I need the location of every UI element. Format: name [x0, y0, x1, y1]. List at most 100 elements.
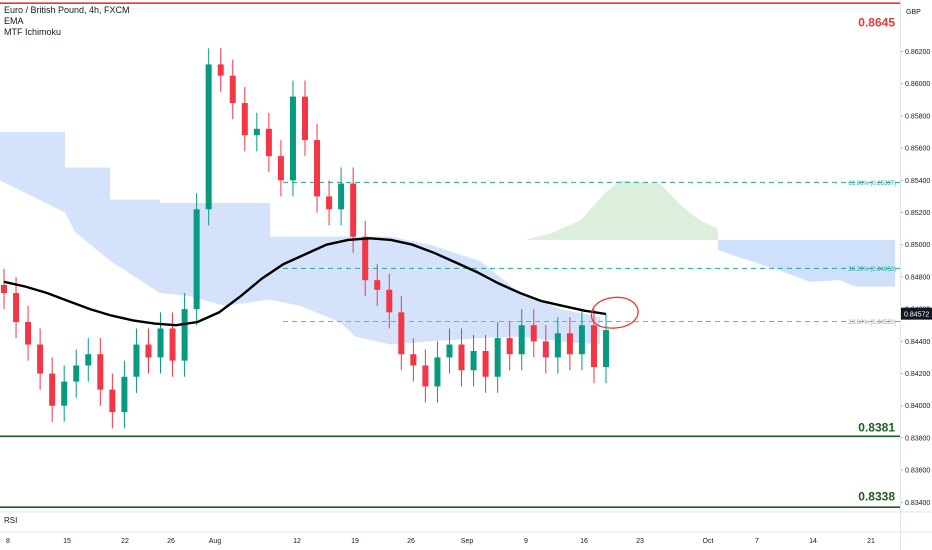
x-tick-label: 22 [121, 538, 129, 545]
y-tick-label: 0.85400 [905, 178, 930, 185]
candle-body [157, 328, 164, 358]
candle-body [603, 330, 609, 368]
candle-body [590, 325, 597, 368]
candle-body [566, 333, 573, 355]
x-tick-label: 16 [580, 538, 588, 545]
y-tick-label: 0.85600 [905, 146, 930, 153]
y-tick-label: 0.83400 [905, 500, 930, 507]
x-tick-label: 9 [524, 538, 528, 545]
ichimoku-cloud-future-bear [718, 239, 895, 287]
x-tick-label: Sep [461, 538, 474, 545]
support-2-label: 0.8338 [858, 490, 895, 504]
resistance-label: 0.8645 [858, 15, 895, 29]
candle-body [578, 325, 585, 355]
candle-body [205, 64, 212, 210]
currency-label: GBP [906, 9, 921, 16]
annotation-circle [590, 296, 639, 329]
symbol-title[interactable]: Euro / British Pound, 4h, FXCM [4, 5, 130, 15]
y-tick-label: 0.84800 [905, 274, 930, 281]
candle-body [49, 373, 56, 406]
candle-body [289, 96, 296, 181]
x-tick-label: 23 [636, 538, 644, 545]
candle-body [13, 293, 20, 323]
candle-body [73, 365, 80, 382]
candle-body [374, 280, 381, 290]
candle-body [458, 344, 465, 371]
y-tick-label: 0.85000 [905, 242, 930, 249]
fib-label: 38.20% (0.84853) [848, 267, 896, 273]
current-price-badge [901, 307, 932, 320]
candle-body [398, 312, 405, 355]
y-tick-label: 0.86000 [905, 81, 930, 88]
candle-body [350, 183, 357, 237]
candle-body [121, 376, 128, 413]
y-tick-label: 0.85800 [905, 113, 930, 120]
y-tick-label: 0.85200 [905, 210, 930, 217]
candle-body [253, 128, 260, 136]
candle-body [61, 381, 68, 406]
x-tick-label: 12 [293, 538, 301, 545]
candle-body [302, 96, 308, 141]
support-1-label: 0.8381 [858, 420, 895, 434]
candle-body [434, 357, 441, 387]
ichimoku-cloud-past [0, 132, 600, 345]
candle-body [193, 209, 200, 310]
y-tick-label: 0.86200 [905, 49, 930, 56]
candle-body [229, 75, 236, 104]
candle-body [482, 350, 489, 377]
current-price-label: 0.84572 [904, 312, 929, 319]
x-tick-label: 19 [351, 538, 359, 545]
fib-label: 61.80% (0.85387) [848, 181, 896, 187]
candle-body [241, 103, 248, 136]
candle-body [169, 328, 176, 361]
x-tick-label: 14 [809, 538, 817, 545]
y-tick-label: 0.83800 [905, 435, 930, 442]
fib-label: 23.60% (0.84523) [848, 320, 896, 326]
candle-body [422, 365, 429, 387]
ema-line [3, 237, 607, 327]
candle-body [362, 236, 369, 281]
ema-indicator-label[interactable]: EMA [4, 16, 24, 26]
candle-body [145, 344, 152, 358]
y-tick-label: 0.84400 [905, 339, 930, 346]
y-tick-label: 0.84000 [905, 403, 930, 410]
candle-body [314, 140, 321, 197]
x-tick-label: 26 [167, 538, 175, 545]
y-tick-label: 0.83600 [905, 468, 930, 475]
candle-body [494, 338, 501, 377]
x-tick-label: 7 [755, 538, 759, 545]
candle-body [85, 354, 92, 366]
candle-body [542, 341, 549, 358]
candle-body [518, 325, 525, 355]
chart-legend: Euro / British Pound, 4h, FXCM EMA MTF I… [4, 5, 130, 38]
candle-body [133, 344, 140, 377]
candle-body [410, 354, 417, 366]
candle-body [277, 156, 284, 181]
candle-body [217, 64, 224, 76]
candle-body [25, 322, 32, 345]
candle-body [338, 183, 345, 210]
candle-body [446, 344, 453, 358]
x-tick-label: 21 [867, 538, 875, 545]
x-tick-label: Oct [703, 538, 714, 545]
ichimoku-cloud-future-bull [525, 180, 718, 240]
ichimoku-indicator-label[interactable]: MTF Ichimoku [4, 27, 62, 37]
candle-body [109, 389, 116, 413]
candle-body [97, 354, 104, 390]
candle-body [37, 344, 44, 374]
x-tick-label: 15 [63, 538, 71, 545]
candle-body [530, 325, 537, 342]
x-tick-label: Aug [209, 538, 222, 545]
x-tick-label: 8 [6, 538, 10, 545]
x-tick-label: 26 [407, 538, 415, 545]
candle-body [326, 196, 333, 210]
candle-body [181, 309, 188, 361]
candle-body [386, 289, 393, 313]
candle-body [1, 284, 7, 294]
price-scale-separator [900, 0, 901, 550]
candle-body [506, 338, 513, 355]
candle-body [265, 128, 272, 157]
candle-body [470, 350, 477, 371]
rsi-pane-label[interactable]: RSI [4, 516, 18, 525]
